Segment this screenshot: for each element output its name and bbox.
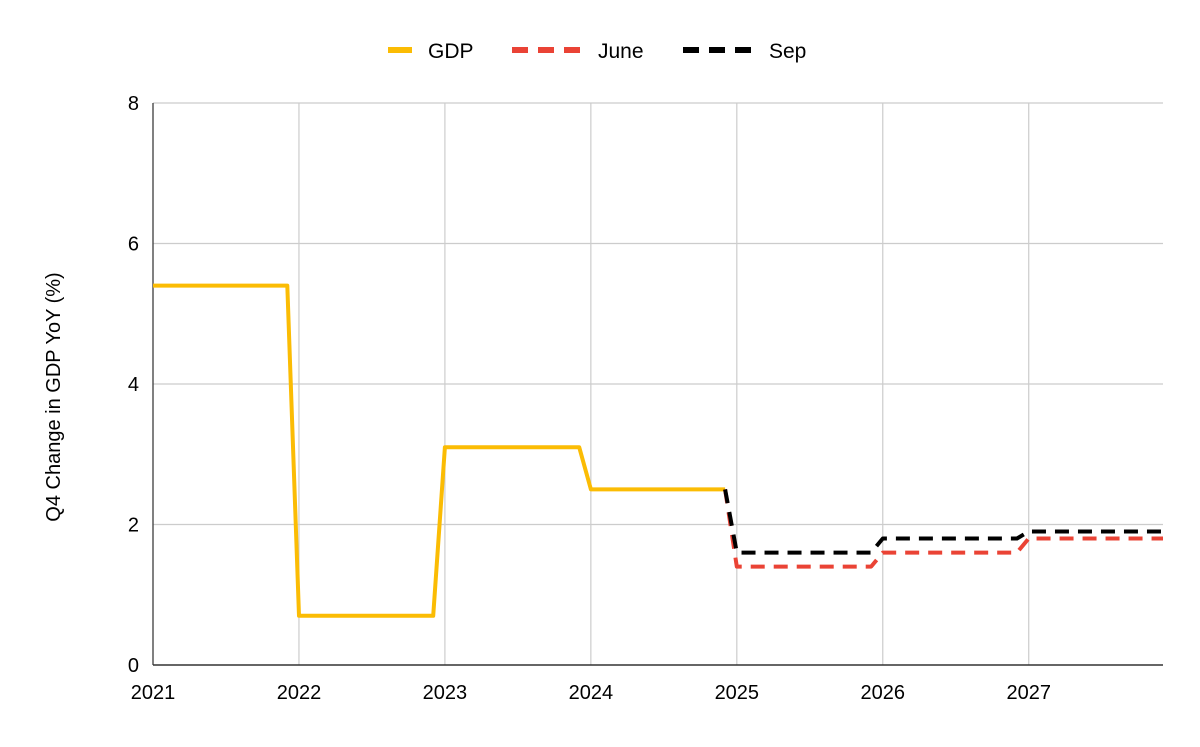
x-tick-label: 2021: [131, 682, 176, 704]
series-line-sep: [723, 489, 1163, 555]
y-tick-label: 6: [128, 234, 139, 256]
series-lines: [153, 283, 1163, 618]
x-tick-label: 2023: [423, 682, 468, 704]
x-tick-label: 2026: [861, 682, 906, 704]
y-tick-label: 0: [128, 655, 139, 677]
series-line-gdp: [153, 283, 726, 618]
y-tick-label: 2: [128, 515, 139, 537]
x-tick-label: 2027: [1006, 682, 1051, 704]
legend-label-june: June: [598, 40, 644, 63]
y-axis-label: Q4 Change in GDP YoY (%): [43, 272, 65, 521]
x-tick-label: 2022: [277, 682, 322, 704]
x-tick-label: 2024: [569, 682, 614, 704]
legend: GDP June Sep: [388, 40, 806, 63]
axes: 0 2 4 6 8 2021 2022 2023 2024 2025 2026 2027: [128, 93, 1163, 704]
y-tick-label: 4: [128, 374, 139, 396]
series-line-june: [723, 489, 1163, 569]
grid: [152, 102, 1163, 665]
legend-label-gdp: GDP: [428, 40, 474, 63]
x-tick-label: 2025: [715, 682, 760, 704]
legend-label-sep: Sep: [769, 40, 806, 63]
y-tick-label: 8: [128, 93, 139, 115]
